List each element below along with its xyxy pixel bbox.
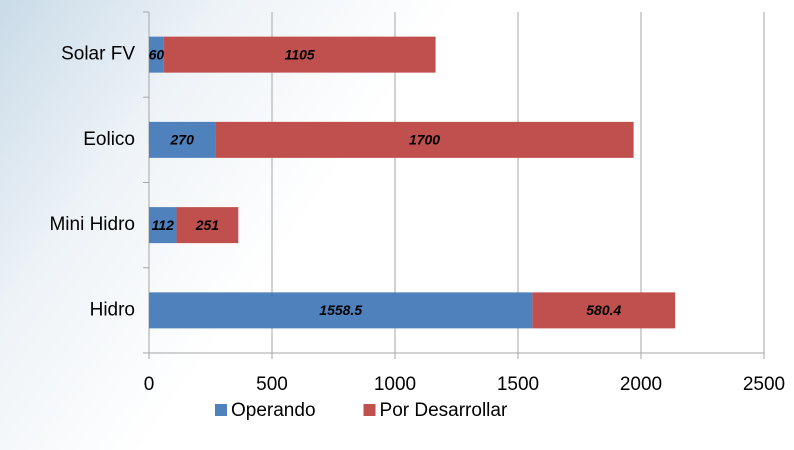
legend-label: Operando xyxy=(231,400,316,421)
bar-segment xyxy=(215,121,634,158)
legend-swatch xyxy=(215,404,227,416)
y-tick-label: Hidro xyxy=(90,299,135,320)
data-label: 112 xyxy=(152,217,175,233)
bar-segment xyxy=(163,36,436,73)
x-tick-label: 1500 xyxy=(497,374,539,395)
data-label: 1558.5 xyxy=(319,302,362,318)
x-tick-label: 0 xyxy=(144,374,155,395)
bar-segment xyxy=(149,207,177,244)
bar-segment xyxy=(149,292,533,329)
data-label: 1105 xyxy=(285,46,315,62)
legend-label: Por Desarrollar xyxy=(380,400,508,421)
x-tick-label: 1000 xyxy=(374,374,416,395)
y-tick-label: Solar FV xyxy=(61,44,135,65)
data-label: 1700 xyxy=(409,132,440,148)
x-tick-label: 2500 xyxy=(743,374,785,395)
legend-swatch xyxy=(363,404,376,416)
y-tick-label: Mini Hidro xyxy=(49,214,135,235)
bar-segment xyxy=(532,292,676,329)
data-label: 251 xyxy=(195,217,220,233)
data-label: 60 xyxy=(149,46,165,62)
data-label: 580.4 xyxy=(586,302,621,318)
bar-segment xyxy=(176,207,239,244)
x-tick-label: 500 xyxy=(256,374,288,395)
bar-segment xyxy=(149,121,216,158)
x-tick-label: 2000 xyxy=(620,374,662,395)
bar-segment xyxy=(149,36,164,73)
y-tick-label: Eolico xyxy=(83,129,135,150)
data-label: 270 xyxy=(170,132,195,148)
